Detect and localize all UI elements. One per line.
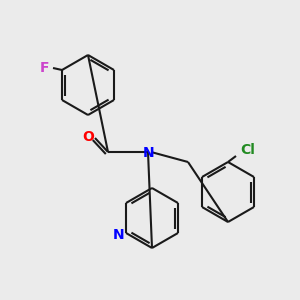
Text: N: N: [143, 146, 155, 160]
Text: N: N: [113, 228, 125, 242]
Text: O: O: [82, 130, 94, 144]
Text: F: F: [39, 61, 49, 75]
Text: Cl: Cl: [241, 143, 255, 157]
